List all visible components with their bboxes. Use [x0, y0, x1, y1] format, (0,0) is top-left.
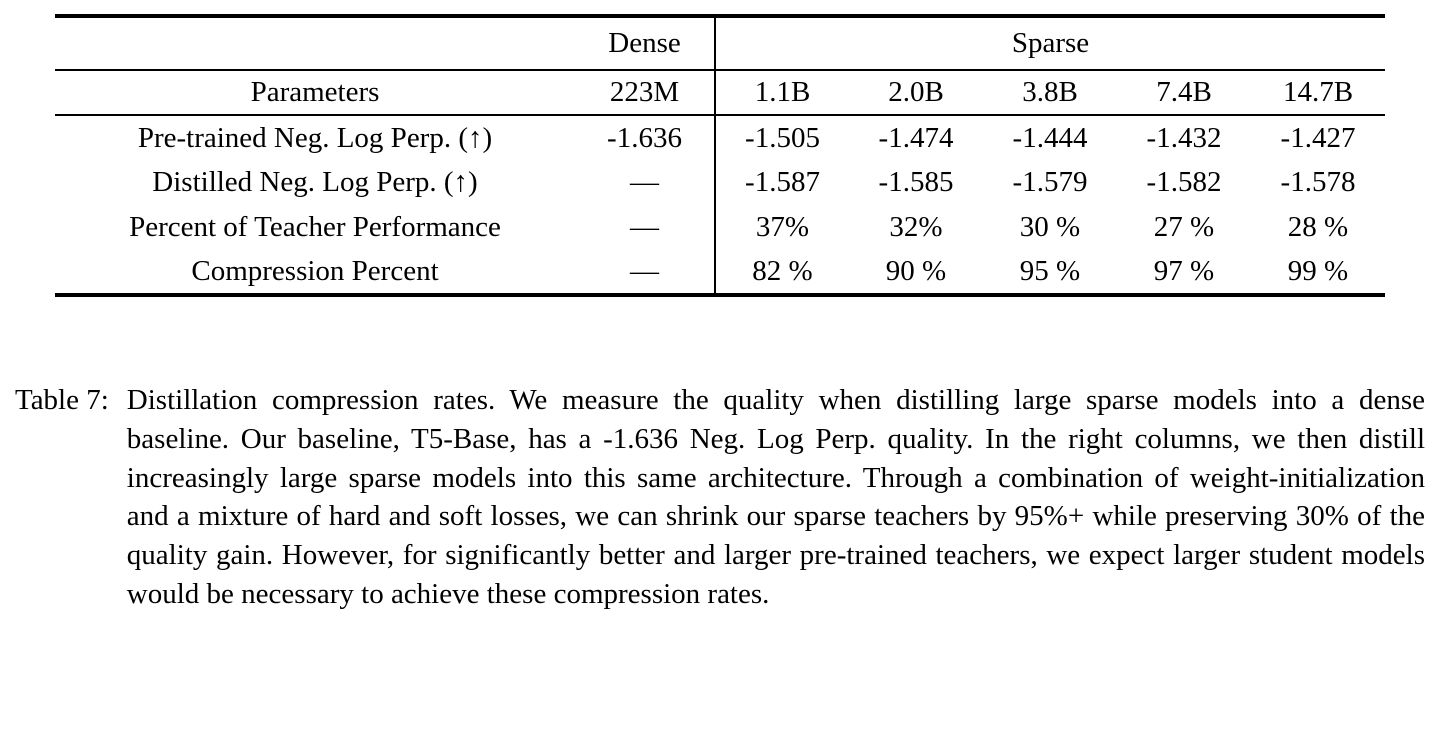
sparse-value-cell: -1.444: [983, 114, 1117, 160]
sparse-value-cell: -1.432: [1117, 114, 1251, 160]
sparse-value-cell: 82 %: [752, 255, 813, 287]
parameters-sparse-cell: 7.4B: [1117, 69, 1251, 115]
caption-text: Distillation compression rates. We measu…: [126, 384, 1425, 610]
dense-value-cell: —: [575, 160, 716, 205]
sparse-value-cell: 27 %: [1153, 211, 1215, 243]
sparse-value-cell: -1.579: [1012, 166, 1088, 198]
sparse-value-cell: -1.578: [1280, 166, 1356, 198]
table-parameters-row: Parameters 223M 1.1B 2.0B 3.8B 7.4B 14.7…: [55, 69, 1385, 115]
parameters-label: Parameters: [55, 69, 575, 115]
sparse-value-cell: 32%: [889, 211, 943, 243]
caption-label: Table 7:: [15, 384, 109, 416]
row-label: Percent of Teacher Performance: [129, 211, 501, 243]
sparse-value-cell: 30 %: [1019, 211, 1081, 243]
row-label: Compression Percent: [191, 255, 439, 287]
sparse-value-cell: -1.587: [745, 166, 820, 198]
sparse-value-cell: 28 %: [1287, 211, 1349, 243]
parameters-sparse-cell: 14.7B: [1251, 69, 1385, 115]
sparse-value-cell: 97 %: [1153, 255, 1215, 287]
dense-group-header: Dense: [575, 16, 716, 70]
sparse-value-cell: 37%: [755, 211, 810, 243]
parameters-dense-cell: 223M: [575, 69, 716, 115]
corner-cell: [55, 16, 575, 70]
dense-value-cell: -1.636: [575, 114, 716, 160]
sparse-value-cell: -1.585: [878, 166, 954, 198]
row-label: Pre-trained Neg. Log Perp. (↑): [55, 114, 575, 160]
table-caption: Table 7: Distillation compression rates.…: [15, 381, 1425, 614]
parameters-sparse-cell: 3.8B: [983, 69, 1117, 115]
dense-value-cell: —: [575, 205, 716, 250]
sparse-value-cell: -1.505: [715, 114, 849, 160]
row-label: Distilled Neg. Log Perp. (↑): [152, 166, 478, 198]
table-row-teacher-performance: Percent of Teacher Performance — 37% 32%…: [55, 205, 1385, 250]
sparse-group-header: Sparse: [1011, 27, 1090, 59]
sparse-value-cell: -1.474: [849, 114, 983, 160]
sparse-value-cell: -1.582: [1146, 166, 1222, 198]
table-group-header-row: Dense Sparse: [55, 16, 1385, 70]
parameters-sparse-cell: 2.0B: [849, 69, 983, 115]
sparse-value-cell: 95 %: [1019, 255, 1081, 287]
table-row-pretrained: Pre-trained Neg. Log Perp. (↑) -1.636 -1…: [55, 114, 1385, 160]
paper-page: Dense Sparse Parameters 223M 1.1B 2.0B 3…: [0, 14, 1440, 739]
sparse-value-cell: 99 %: [1287, 255, 1349, 287]
results-table: Dense Sparse Parameters 223M 1.1B 2.0B 3…: [55, 14, 1385, 297]
sparse-value-cell: -1.427: [1251, 114, 1385, 160]
table-row-compression: Compression Percent — 82 % 90 % 95 % 97 …: [55, 250, 1385, 295]
sparse-value-cell: 90 %: [885, 255, 947, 287]
table-row-distilled: Distilled Neg. Log Perp. (↑) — -1.587 -1…: [55, 160, 1385, 205]
dense-value-cell: —: [575, 250, 716, 295]
parameters-sparse-cell: 1.1B: [715, 69, 849, 115]
